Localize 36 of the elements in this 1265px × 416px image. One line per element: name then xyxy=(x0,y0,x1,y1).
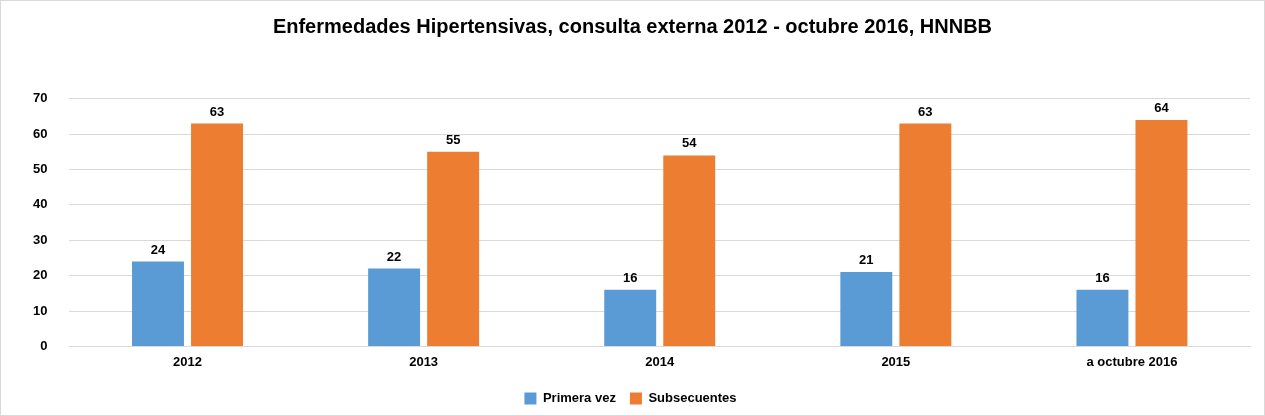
x-tick-label: 2014 xyxy=(645,353,675,369)
chart-title: Enfermedades Hipertensivas, consulta externa 2012 - octubre 2016, HNNBB xyxy=(271,14,994,39)
bar xyxy=(604,289,657,346)
bar xyxy=(132,261,184,346)
y-tick-label: 20 xyxy=(32,267,48,283)
bar xyxy=(1135,120,1188,346)
y-tick-label: 0 xyxy=(40,337,48,353)
bar xyxy=(663,155,716,346)
x-tick-label: 2012 xyxy=(173,353,202,369)
data-label: 54 xyxy=(682,135,698,151)
bar xyxy=(899,123,952,346)
data-label: 16 xyxy=(622,269,638,285)
data-label: 22 xyxy=(386,248,402,264)
y-tick-label: 40 xyxy=(32,196,48,212)
y-tick-label: 30 xyxy=(32,231,48,247)
data-label: 64 xyxy=(1154,100,1170,116)
bar xyxy=(191,123,243,346)
x-tick-label: a octubre 2016 xyxy=(1086,353,1178,369)
x-tick-label: 2015 xyxy=(881,353,911,369)
bar xyxy=(1076,289,1129,346)
y-tick-label: 10 xyxy=(32,302,48,318)
bar xyxy=(368,268,421,346)
data-label: 21 xyxy=(859,252,874,268)
bar xyxy=(427,151,480,346)
y-tick-label: 50 xyxy=(32,161,48,177)
x-tick-label: 2013 xyxy=(409,353,439,369)
legend-label: Subsecuentes xyxy=(648,390,737,406)
data-label: 63 xyxy=(918,103,933,119)
y-tick-label: 70 xyxy=(32,90,48,106)
data-label: 55 xyxy=(445,131,461,147)
legend-label: Primera vez xyxy=(542,390,617,406)
data-label: 63 xyxy=(209,103,225,119)
data-label: 16 xyxy=(1095,269,1110,285)
y-tick-label: 60 xyxy=(32,125,48,141)
bar xyxy=(840,272,893,346)
data-label: 24 xyxy=(150,241,166,257)
